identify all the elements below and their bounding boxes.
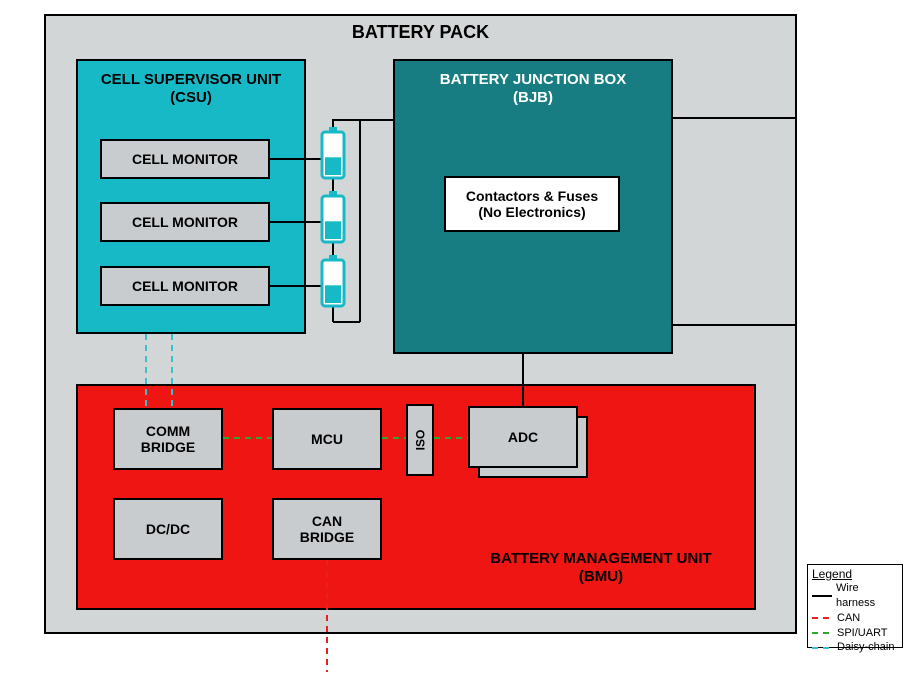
bjb-inner-block: Contactors & Fuses (No Electronics) xyxy=(444,176,620,232)
bmu-title: BATTERY MANAGEMENT UNIT (BMU) xyxy=(456,550,746,586)
bjb-title: BATTERY JUNCTION BOX (BJB) xyxy=(395,61,671,107)
can-bridge-block: CAN BRIDGE xyxy=(272,498,382,560)
bjb-inner-line2: (No Electronics) xyxy=(478,204,585,220)
legend-item-can: CAN xyxy=(812,611,898,626)
battery-pack-title: BATTERY PACK xyxy=(46,16,795,44)
mcu-block: MCU xyxy=(272,408,382,470)
legend-item-spi: SPI/UART xyxy=(812,626,898,641)
bjb-title-line1: BATTERY JUNCTION BOX xyxy=(440,71,626,88)
iso-block: ISO xyxy=(406,404,434,476)
dcdc-block: DC/DC xyxy=(113,498,223,560)
iso-label: ISO xyxy=(413,430,427,451)
diagram-canvas: BATTERY PACK CELL SUPERVISOR UNIT (CSU) … xyxy=(0,0,911,678)
bjb-inner-line1: Contactors & Fuses xyxy=(466,188,598,204)
can-bridge-l2: BRIDGE xyxy=(300,529,354,545)
csu-title-line1: CELL SUPERVISOR UNIT xyxy=(101,71,281,88)
legend-title: Legend xyxy=(812,567,898,581)
comm-bridge-l1: COMM xyxy=(146,423,190,439)
cell-monitor-0: CELL MONITOR xyxy=(100,139,270,179)
legend-item-daisy: Daisy-chain xyxy=(812,640,898,655)
legend-items: Wire harnessCANSPI/UARTDaisy-chain xyxy=(812,581,898,655)
bmu-title-line1: BATTERY MANAGEMENT UNIT xyxy=(490,550,711,567)
comm-bridge-block: COMM BRIDGE xyxy=(113,408,223,470)
cell-monitor-1: CELL MONITOR xyxy=(100,202,270,242)
legend-box: Legend Wire harnessCANSPI/UARTDaisy-chai… xyxy=(807,564,903,648)
can-bridge-l1: CAN xyxy=(312,513,342,529)
legend-item-wire: Wire harness xyxy=(812,581,898,611)
adc-block: ADC xyxy=(468,406,578,468)
cell-monitor-2: CELL MONITOR xyxy=(100,266,270,306)
csu-title: CELL SUPERVISOR UNIT (CSU) xyxy=(78,61,304,107)
bjb-title-line2: (BJB) xyxy=(513,89,553,106)
comm-bridge-l2: BRIDGE xyxy=(141,439,195,455)
bmu-title-line2: (BMU) xyxy=(579,568,623,585)
csu-title-line2: (CSU) xyxy=(170,89,212,106)
